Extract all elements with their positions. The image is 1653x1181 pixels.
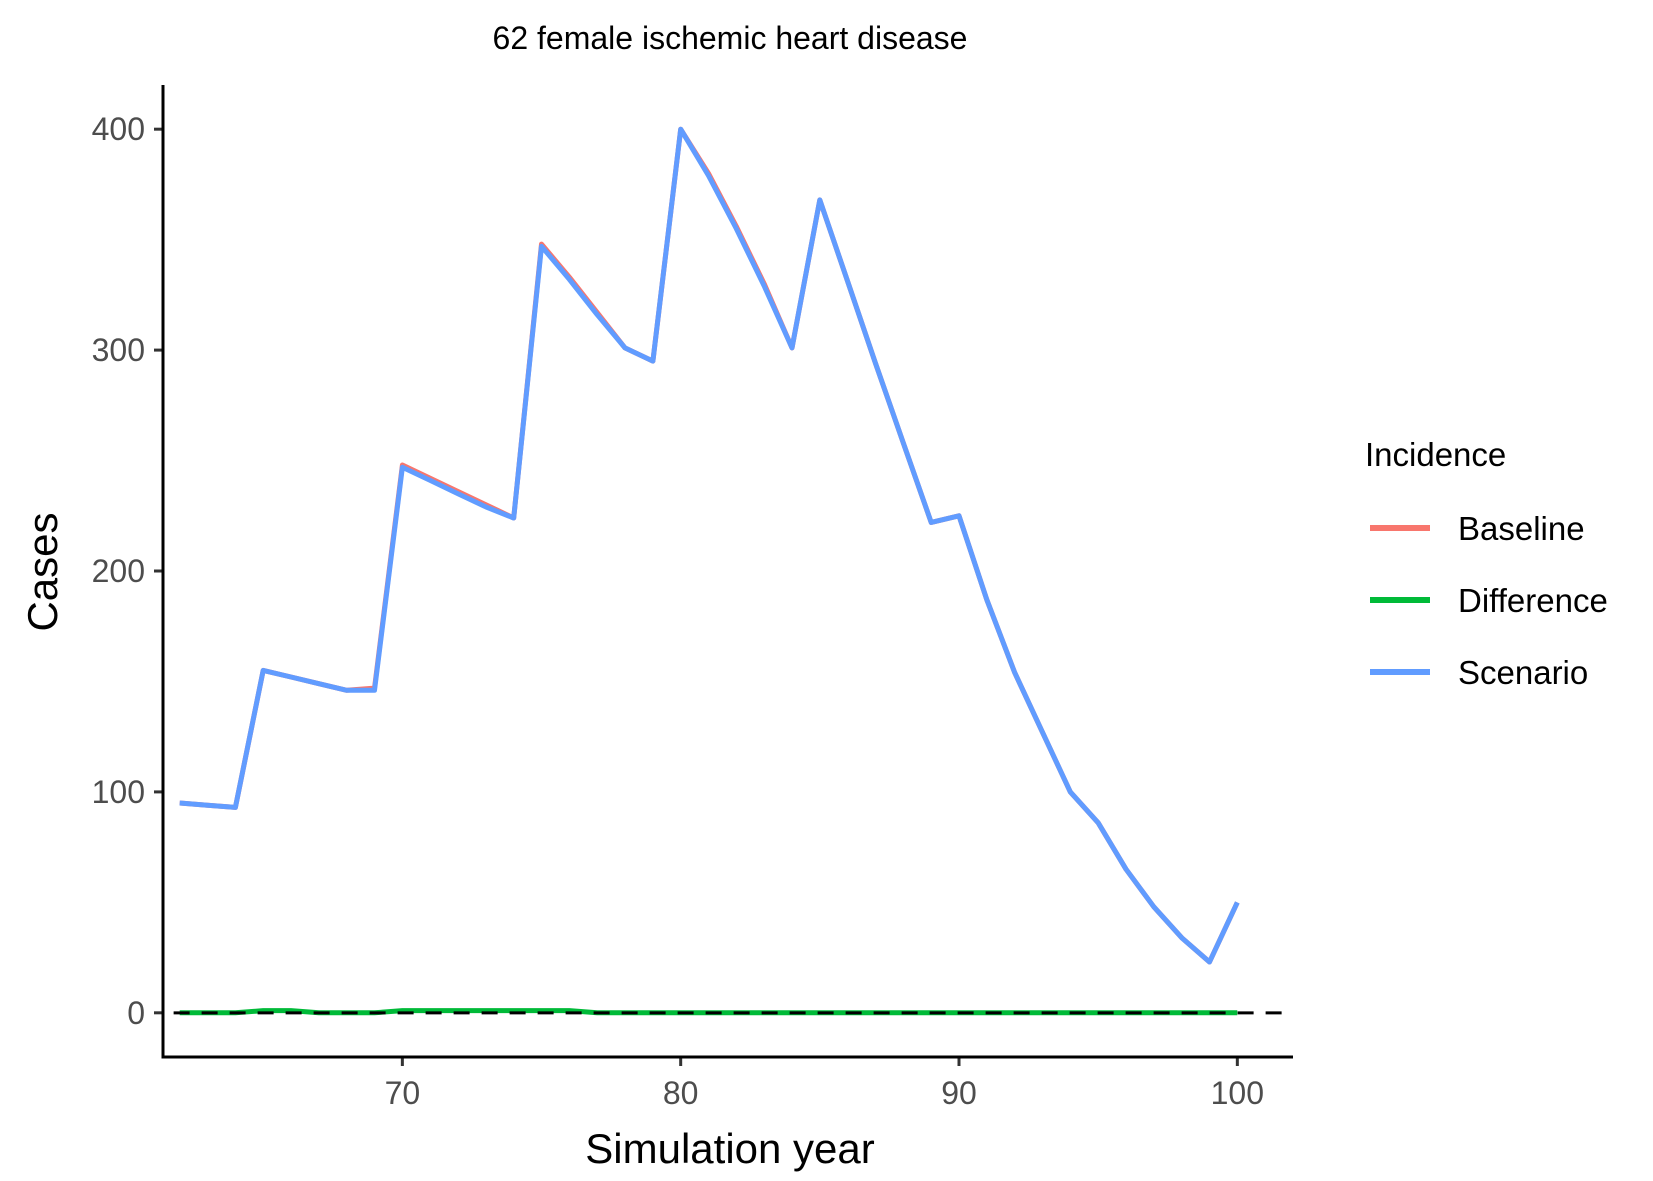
y-tick-label: 400 [92, 111, 145, 147]
x-axis-ticks: 70 80 90 100 [385, 1057, 1264, 1111]
x-tick-label: 80 [663, 1075, 699, 1111]
y-tick-label: 300 [92, 332, 145, 368]
x-axis-title: Simulation year [585, 1125, 874, 1172]
x-tick-label: 100 [1211, 1075, 1264, 1111]
legend-title: Incidence [1365, 436, 1506, 473]
series-line-scenario [179, 126, 1240, 965]
series-line-baseline [179, 126, 1240, 965]
x-tick-label: 90 [941, 1075, 977, 1111]
y-tick-label: 0 [127, 995, 145, 1031]
series-layer [179, 126, 1240, 1016]
y-tick-label: 200 [92, 553, 145, 589]
y-axis-title: Cases [19, 512, 66, 631]
chart-title: 62 female ischemic heart disease [493, 20, 968, 56]
legend-label-scenario: Scenario [1458, 654, 1588, 691]
y-tick-label: 100 [92, 774, 145, 810]
legend-label-difference: Difference [1458, 582, 1608, 619]
x-tick-label: 70 [385, 1075, 421, 1111]
legend: Incidence Baseline Difference Scenario [1365, 436, 1608, 691]
y-axis-ticks: 0 100 200 300 400 [92, 111, 163, 1031]
legend-label-baseline: Baseline [1458, 510, 1585, 547]
